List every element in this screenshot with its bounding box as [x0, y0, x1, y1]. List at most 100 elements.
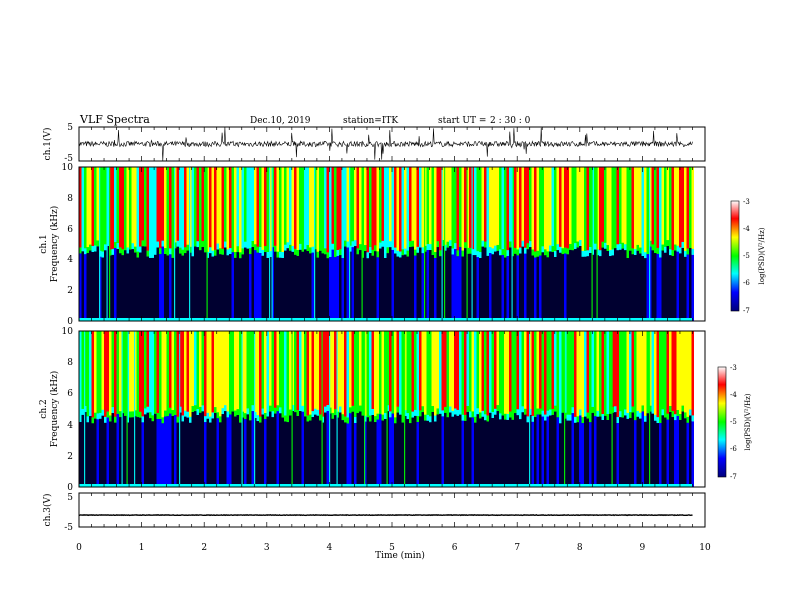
- spectrogram-cell: [631, 248, 634, 255]
- spectrogram-cell: [314, 243, 317, 250]
- spectrogram-cell: [574, 422, 577, 487]
- spectrogram-cell: [301, 245, 304, 252]
- spectrogram-cell: [579, 167, 582, 245]
- spectrogram-cell: [599, 410, 602, 417]
- spectrogram-cell: [286, 167, 289, 247]
- spectrogram-cell: [561, 412, 564, 487]
- spectrogram-cell: [556, 331, 559, 416]
- spectrogram-cell: [319, 420, 322, 487]
- spectrogram-cell: [451, 248, 454, 255]
- spectrogram-cell: [216, 412, 219, 419]
- spectrogram-cell: [504, 251, 507, 258]
- spectrogram-cell: [141, 240, 144, 247]
- spectrogram-cell: [249, 331, 252, 419]
- spectrogram-cell: [516, 255, 519, 321]
- spectrogram-cell: [409, 167, 412, 246]
- spectrogram-cell: [411, 167, 414, 245]
- spectrogram-cell: [311, 167, 314, 251]
- spectrogram-cell: [401, 422, 404, 487]
- spectrogram-cell: [91, 167, 94, 251]
- spectrogram-cell: [321, 416, 324, 423]
- spectrogram-cell: [584, 256, 587, 321]
- spectrogram-cell: [446, 411, 449, 418]
- spectrogram-cell: [499, 255, 502, 321]
- spectrogram-cell: [439, 407, 442, 414]
- spectrogram-cell: [259, 167, 262, 252]
- spectrogram-cell: [421, 406, 424, 413]
- spectrogram-cell: [609, 331, 612, 412]
- spectrogram-baseline: [79, 318, 693, 321]
- spectrogram-cell: [626, 258, 629, 321]
- spectrogram-cell: [249, 254, 252, 321]
- spectrogram-cell: [404, 167, 407, 253]
- ch3-waveform-trace: [78, 513, 693, 517]
- spectrogram-cell: [429, 416, 432, 423]
- spectrogram-cell: [599, 250, 602, 257]
- spectrogram-cell: [566, 331, 569, 419]
- spectrogram-cell: [486, 421, 489, 487]
- spectrogram-cell: [366, 331, 369, 416]
- spectrogram-cell: [586, 331, 589, 417]
- spectrogram-cell: [384, 331, 387, 418]
- spectrogram-cell: [281, 167, 284, 256]
- spectrogram-cell: [621, 242, 624, 249]
- spectrogram-cell: [521, 412, 524, 487]
- spectrogram-cell: [296, 416, 299, 487]
- ch2-colorbar-label: log(PSD)(V²/Hz): [744, 393, 752, 450]
- spectrogram-cell: [681, 241, 684, 248]
- spectrogram-cell: [366, 252, 369, 259]
- spectrogram-cell: [576, 241, 579, 248]
- spectrogram-cell: [426, 414, 429, 421]
- spectrogram-cell: [116, 167, 119, 248]
- spectrogram-cell: [241, 417, 244, 487]
- spectrogram-cell: [534, 411, 537, 418]
- spectrogram-cell: [121, 255, 124, 321]
- station-label: station=ITK: [343, 116, 398, 126]
- spectrogram-cell: [471, 167, 474, 254]
- spectrogram-cell: [659, 251, 662, 258]
- spectrogram-cell: [614, 406, 617, 413]
- ch2-freq-tick-10: 10: [62, 327, 74, 337]
- spectrogram-cell: [466, 331, 469, 410]
- spectrogram-cell: [229, 167, 232, 253]
- spectrogram-cell: [339, 406, 342, 413]
- spectrogram-cell: [179, 406, 182, 413]
- spectrogram-cell: [269, 251, 272, 258]
- spectrogram-cell: [149, 167, 152, 256]
- spectrogram-cell: [279, 167, 282, 256]
- spectrogram-cell: [129, 167, 132, 248]
- spectrogram-cell: [184, 331, 187, 415]
- spectrogram-cell: [539, 249, 542, 256]
- spectrogram-cell: [466, 167, 469, 252]
- spectrogram-cell: [656, 247, 659, 254]
- spectrogram-cell: [306, 331, 309, 420]
- spectrogram-cell: [136, 167, 139, 256]
- spectrogram-cell: [434, 167, 437, 257]
- spectrogram-cell: [674, 244, 677, 251]
- spectrogram-cell: [459, 331, 462, 413]
- spectrogram-cell: [174, 248, 177, 321]
- spectrogram-cell: [386, 405, 389, 412]
- spectrogram-cell: [211, 412, 214, 419]
- spectrogram-cell: [131, 411, 134, 418]
- spectrogram-cell: [664, 417, 667, 487]
- spectrogram-cell: [139, 411, 142, 418]
- spectrogram-cell: [254, 412, 257, 419]
- spectrogram-cell: [371, 409, 374, 416]
- spectrogram-cell: [579, 331, 582, 414]
- spectrogram-cell: [346, 167, 349, 246]
- spectrogram-cell: [444, 167, 447, 249]
- spectrogram-cell: [529, 414, 532, 487]
- spectrogram-cell: [351, 241, 354, 248]
- spectrogram-cell: [499, 419, 502, 487]
- spectrogram-streak: [109, 167, 111, 321]
- spectrogram-cell: [446, 417, 449, 487]
- spectrogram-cell: [271, 247, 274, 321]
- spectrogram-cell: [349, 167, 352, 250]
- spectrogram-cell: [81, 167, 84, 250]
- spectrogram-cell: [291, 405, 294, 412]
- spectrogram-cell: [246, 408, 249, 415]
- spectrogram-cell: [281, 411, 284, 418]
- spectrogram-cell: [361, 331, 364, 414]
- spectrogram-cell: [274, 251, 277, 321]
